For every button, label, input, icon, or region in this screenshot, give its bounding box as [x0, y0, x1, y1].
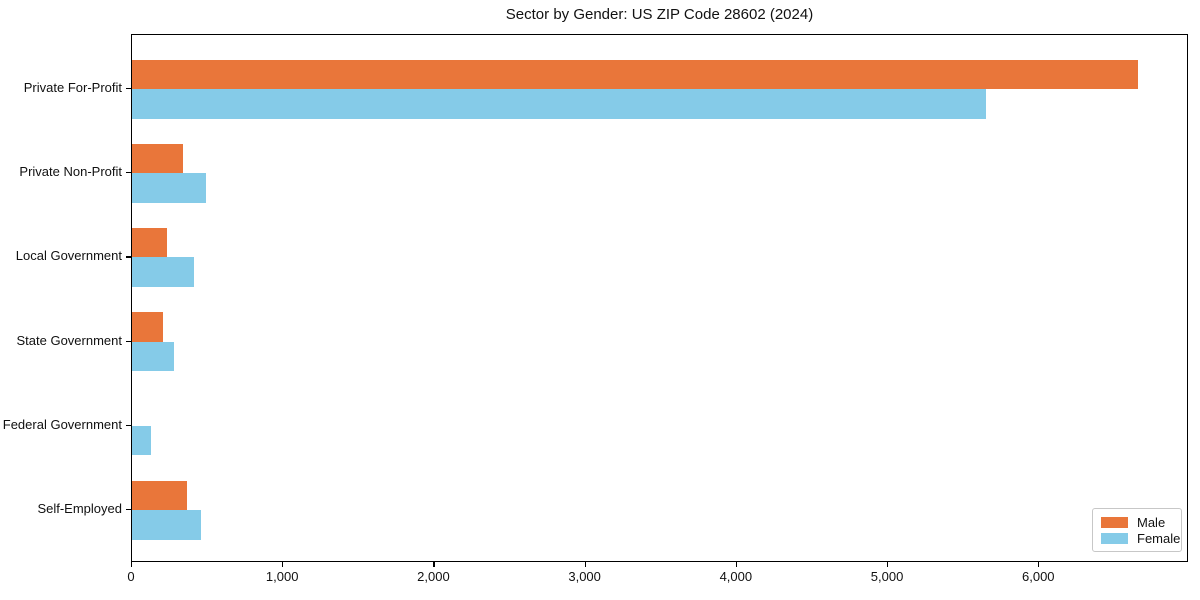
- legend-item-female: Female: [1101, 531, 1180, 546]
- bar-male-private-for-profit: [132, 59, 1138, 89]
- bar-male-self-employed: [132, 480, 188, 510]
- y-tick-private-non-profit: [126, 172, 131, 174]
- x-tick-label-0: 0: [127, 569, 135, 584]
- y-tick-private-for-profit: [126, 88, 131, 90]
- chart-title: Sector by Gender: US ZIP Code 28602 (202…: [505, 6, 814, 23]
- x-tick-0: [131, 562, 133, 567]
- y-tick-label-private-for-profit: Private For-Profit: [23, 80, 122, 95]
- legend-label-female: Female: [1137, 531, 1181, 546]
- y-tick-label-self-employed: Self-Employed: [37, 501, 122, 516]
- y-tick-self-employed: [126, 509, 131, 511]
- x-tick-label-3000: 3,000: [568, 569, 601, 584]
- bar-female-local-government: [132, 257, 194, 287]
- bar-female-private-for-profit: [132, 89, 987, 119]
- legend-swatch-male-icon: [1101, 517, 1128, 528]
- y-tick-label-federal-government: Federal Government: [2, 416, 122, 432]
- y-tick-local-government: [126, 256, 131, 258]
- bar-male-local-government: [132, 227, 167, 258]
- x-tick-4000: [735, 562, 738, 567]
- x-tick-3000: [584, 562, 586, 567]
- bar-male-private-non-profit: [132, 143, 184, 174]
- x-tick-2000: [433, 562, 435, 567]
- y-tick-label-state-government: State Government: [16, 332, 123, 348]
- bar-male-state-government: [132, 312, 163, 342]
- y-tick-federal-government: [126, 424, 131, 426]
- legend: Male Female: [1092, 508, 1182, 552]
- y-tick-label-local-government: Local Government: [15, 248, 122, 264]
- y-tick-state-government: [126, 340, 131, 342]
- plot-area: [131, 34, 1188, 562]
- x-tick-label-2000: 2,000: [417, 569, 450, 584]
- x-tick-6000: [1038, 562, 1040, 567]
- x-tick-label-4000: 4,000: [719, 569, 753, 584]
- legend-swatch-female-icon: [1101, 533, 1128, 544]
- x-tick-5000: [887, 562, 889, 567]
- x-tick-label-5000: 5,000: [870, 569, 904, 584]
- bar-female-private-non-profit: [132, 173, 207, 203]
- x-tick-label-6000: 6,000: [1022, 569, 1055, 584]
- legend-item-male: Male: [1101, 515, 1173, 530]
- bar-female-state-government: [132, 341, 175, 372]
- legend-label-male: Male: [1137, 515, 1166, 530]
- x-tick-1000: [282, 562, 284, 567]
- x-tick-label-1000: 1,000: [265, 569, 299, 584]
- bar-female-self-employed: [132, 510, 201, 540]
- y-tick-label-private-non-profit: Private Non-Profit: [19, 164, 122, 180]
- bar-female-federal-government: [132, 425, 151, 456]
